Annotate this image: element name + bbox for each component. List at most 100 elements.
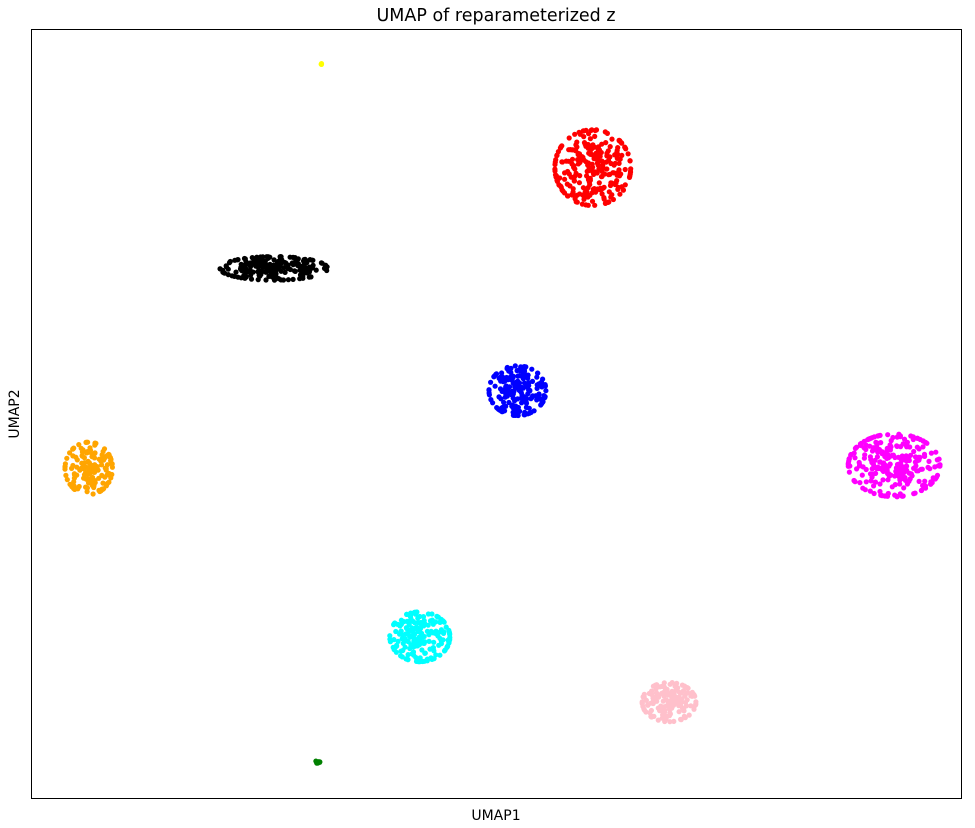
scatter-point-cluster-1 (616, 160, 622, 166)
scatter-point-cluster-1 (567, 147, 574, 153)
scatter-point-cluster-3 (531, 408, 537, 414)
scatter-point-cluster-3 (523, 364, 529, 370)
scatter-point-cluster-5 (894, 443, 900, 449)
plot-frame (31, 29, 962, 799)
scatter-point-cluster-3 (539, 384, 545, 390)
scatter-point-cluster-5 (928, 450, 935, 456)
scatter-point-cluster-4 (95, 467, 101, 473)
scatter-point-cluster-2 (247, 260, 253, 266)
scatter-point-cluster-1 (590, 164, 596, 170)
scatter-point-cluster-5 (862, 487, 868, 493)
scatter-point-cluster-3 (512, 384, 518, 390)
scatter-point-cluster-2 (300, 273, 306, 279)
scatter-point-cluster-5 (861, 455, 868, 461)
scatter-point-cluster-7 (664, 687, 670, 693)
scatter-point-cluster-1 (604, 153, 610, 159)
scatter-point-cluster-6 (412, 631, 418, 637)
scatter-point-cluster-5 (900, 441, 906, 447)
scatter-point-cluster-7 (667, 698, 673, 704)
scatter-point-cluster-6 (397, 623, 403, 629)
scatter-point-cluster-6 (391, 637, 397, 643)
scatter-point-cluster-6 (421, 633, 427, 640)
scatter-point-cluster-5 (871, 483, 877, 489)
scatter-point-cluster-5 (884, 445, 890, 451)
scatter-point-cluster-5 (871, 463, 877, 469)
scatter-point-cluster-3 (492, 383, 498, 389)
scatter-point-cluster-3 (497, 386, 504, 392)
scatter-point-cluster-3 (515, 373, 521, 379)
scatter-point-cluster-5 (915, 456, 922, 462)
scatter-point-cluster-6 (417, 659, 423, 665)
scatter-point-cluster-6 (428, 628, 434, 634)
scatter-point-cluster-5 (904, 439, 911, 445)
scatter-point-cluster-8 (318, 61, 325, 67)
y-axis-label: UMAP2 (7, 389, 23, 438)
scatter-point-cluster-5 (908, 471, 914, 477)
scatter-point-cluster-2 (235, 274, 241, 280)
scatter-point-cluster-4 (74, 464, 80, 470)
scatter-point-cluster-5 (925, 464, 931, 470)
scatter-point-cluster-1 (614, 170, 620, 176)
scatter-point-cluster-6 (412, 609, 418, 615)
scatter-point-cluster-3 (535, 370, 541, 376)
scatter-point-cluster-6 (447, 631, 453, 638)
scatter-point-cluster-6 (435, 633, 441, 639)
scatter-point-cluster-2 (265, 254, 271, 260)
scatter-point-cluster-5 (915, 435, 921, 441)
scatter-point-cluster-2 (257, 273, 263, 279)
scatter-point-cluster-1 (592, 144, 598, 150)
scatter-point-cluster-1 (627, 158, 633, 164)
scatter-point-cluster-6 (400, 636, 406, 642)
scatter-point-cluster-1 (555, 149, 562, 155)
scatter-point-cluster-1 (575, 161, 582, 167)
scatter-point-cluster-5 (854, 466, 860, 472)
scatter-point-cluster-4 (70, 485, 77, 491)
scatter-point-cluster-6 (441, 629, 447, 635)
scatter-point-cluster-5 (876, 446, 883, 453)
scatter-point-cluster-4 (92, 450, 98, 456)
scatter-point-cluster-4 (64, 455, 70, 461)
scatter-point-cluster-1 (597, 153, 603, 159)
scatter-point-cluster-1 (585, 185, 591, 191)
scatter-point-cluster-4 (81, 472, 88, 478)
scatter-point-cluster-6 (421, 623, 427, 629)
scatter-point-cluster-5 (847, 463, 853, 469)
scatter-point-cluster-3 (523, 398, 529, 404)
scatter-point-cluster-2 (285, 277, 291, 283)
scatter-point-cluster-7 (691, 706, 697, 712)
scatter-point-cluster-4 (87, 445, 93, 451)
scatter-point-cluster-6 (433, 652, 439, 658)
scatter-point-cluster-5 (885, 432, 891, 438)
scatter-point-cluster-4 (63, 472, 69, 478)
scatter-point-cluster-1 (597, 187, 603, 193)
scatter-point-cluster-2 (241, 267, 247, 273)
scatter-point-cluster-2 (260, 258, 267, 264)
scatter-point-cluster-1 (566, 135, 572, 141)
scatter-point-cluster-4 (103, 467, 109, 473)
scatter-point-cluster-5 (899, 493, 905, 499)
scatter-point-cluster-4 (67, 450, 73, 456)
scatter-point-cluster-3 (529, 366, 535, 372)
scatter-point-cluster-3 (486, 387, 492, 393)
scatter-point-cluster-6 (429, 656, 435, 663)
scatter-point-cluster-5 (885, 477, 891, 483)
scatter-point-cluster-6 (408, 616, 414, 622)
scatter-point-cluster-2 (282, 269, 288, 275)
scatter-point-cluster-4 (83, 439, 89, 445)
scatter-point-cluster-1 (579, 201, 586, 207)
scatter-point-cluster-7 (655, 717, 661, 723)
scatter-point-cluster-2 (263, 277, 269, 283)
scatter-point-cluster-3 (540, 399, 546, 405)
scatter-point-cluster-2 (271, 257, 277, 263)
scatter-point-cluster-5 (874, 454, 881, 460)
scatter-point-cluster-1 (601, 195, 607, 201)
scatter-point-cluster-6 (420, 640, 426, 646)
scatter-point-cluster-5 (911, 491, 917, 497)
scatter-point-cluster-4 (90, 491, 96, 497)
scatter-point-cluster-2 (271, 270, 277, 276)
scatter-point-cluster-1 (606, 172, 612, 178)
scatter-point-cluster-4 (96, 487, 102, 493)
x-axis-label: UMAP1 (471, 808, 520, 824)
scatter-point-cluster-1 (572, 148, 579, 154)
scatter-point-cluster-3 (505, 390, 511, 397)
